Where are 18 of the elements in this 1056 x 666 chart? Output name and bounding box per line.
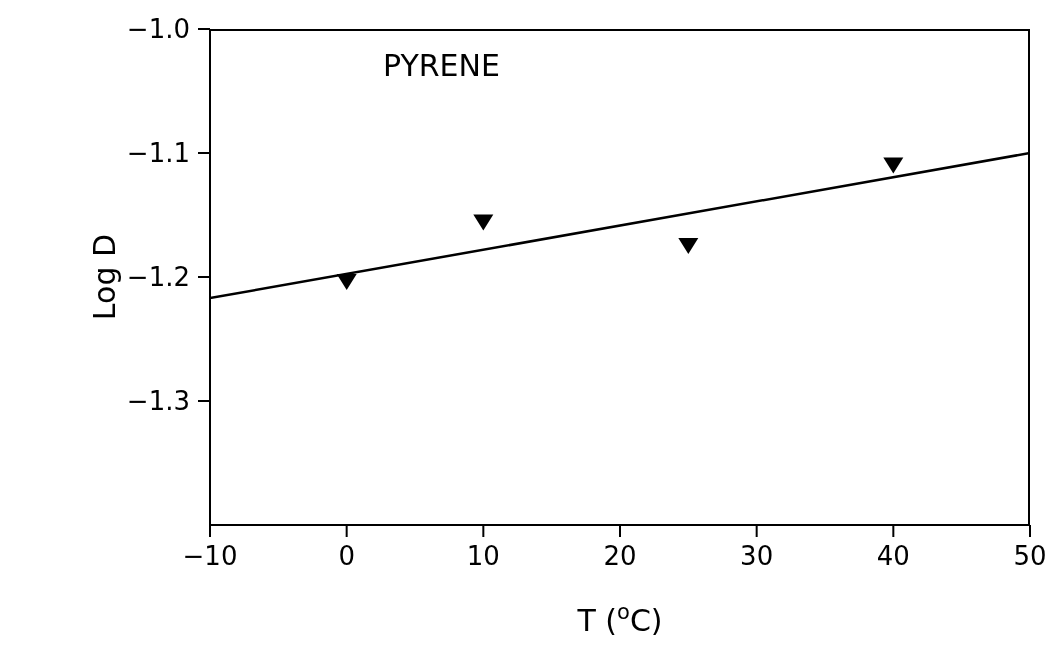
x-tick-label: 10 (466, 541, 500, 572)
annotation: PYRENE (383, 48, 500, 83)
y-tick-label: −1.3 (126, 386, 190, 417)
y-tick-label: −1.0 (126, 14, 190, 45)
y-tick-label: −1.2 (126, 262, 190, 293)
x-tick-label: 50 (1013, 541, 1047, 572)
point (883, 157, 904, 174)
x-axis-title: T ($^{o}$C) (576, 600, 663, 638)
x-tick-label: −10 (182, 541, 238, 572)
point (473, 214, 494, 231)
point (678, 238, 699, 254)
x-tick-label: 20 (603, 541, 637, 572)
x-tick-label: 30 (740, 541, 774, 572)
y-tick-label: −1.1 (126, 138, 190, 169)
x-tick-label: 0 (338, 541, 355, 572)
x-tick-label: 40 (876, 541, 910, 572)
y-axis-title: Log D (86, 233, 122, 321)
point (336, 273, 357, 290)
